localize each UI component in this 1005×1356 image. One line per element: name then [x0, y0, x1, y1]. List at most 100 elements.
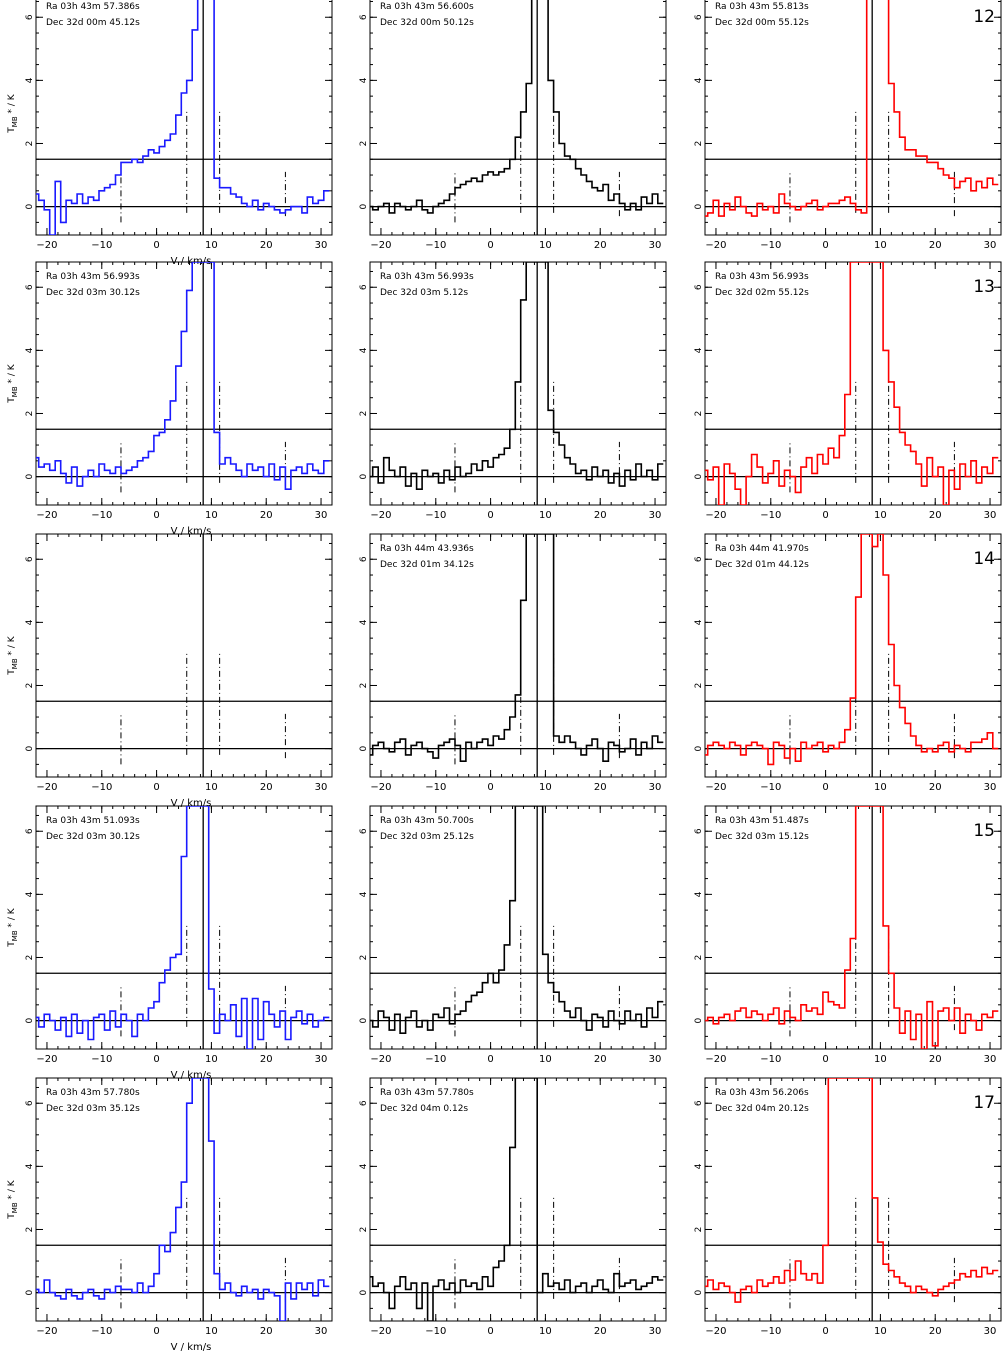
y-tick-label: 2 — [25, 955, 35, 961]
y-tick-label: 4 — [359, 619, 369, 625]
x-tick-label: 0 — [822, 1054, 828, 1065]
y-tick-label: 0 — [694, 745, 704, 751]
y-axis-label: TMB * / K — [7, 363, 19, 403]
x-tick-label: 0 — [487, 1326, 493, 1337]
y-tick-label: 6 — [25, 828, 35, 834]
x-tick-label: 20 — [260, 1054, 273, 1065]
x-tick-label: 10 — [205, 1054, 218, 1065]
dec-label: Dec 32d 00m 55.12s — [715, 18, 809, 28]
y-tick-label: 4 — [359, 347, 369, 353]
y-tick-label: 6 — [359, 14, 369, 20]
spectrum-panel: −20 −10 0 10 20 30 0 2 4 6 TMB * / K V / km/s — [7, 533, 333, 809]
x-tick-label: 20 — [594, 510, 607, 521]
dec-label: Dec 32d 03m 30.12s — [46, 288, 140, 298]
y-tick-label: 0 — [694, 473, 704, 479]
spectrum-histogram — [36, 1078, 330, 1321]
y-tick-label: 4 — [359, 1163, 369, 1169]
x-tick-label: −10 — [425, 1326, 446, 1337]
x-tick-label: 20 — [929, 782, 942, 793]
plot-frame — [369, 805, 667, 1050]
ra-label: Ra 03h 44m 41.970s — [715, 544, 809, 554]
ra-label: Ra 03h 44m 43.936s — [380, 544, 474, 554]
x-tick-label: −20 — [36, 1054, 57, 1065]
y-tick-label: 4 — [694, 77, 704, 83]
dec-label: Dec 32d 02m 55.12s — [715, 288, 809, 298]
x-tick-label: −20 — [36, 240, 57, 251]
y-axis-label: TMB * / K — [7, 93, 19, 133]
plot-frame — [704, 1077, 1002, 1322]
y-tick-label: 2 — [25, 1227, 35, 1233]
x-tick-label: 20 — [594, 1326, 607, 1337]
x-tick-label: 0 — [822, 1326, 828, 1337]
y-tick-label: 2 — [359, 1227, 369, 1233]
x-tick-label: 10 — [539, 510, 552, 521]
x-tick-label: 30 — [315, 510, 328, 521]
spectrum-panel: −20 −10 0 10 20 30 0 2 4 6 Ra 03h 43m 56.993s Dec 3… — [694, 261, 1002, 521]
y-tick-label: 4 — [359, 77, 369, 83]
y-tick-label: 2 — [359, 955, 369, 961]
x-tick-label: 20 — [594, 1054, 607, 1065]
y-tick-label: 2 — [359, 683, 369, 689]
x-tick-label: 30 — [315, 782, 328, 793]
x-tick-label: −20 — [36, 510, 57, 521]
y-tick-label: 0 — [359, 1017, 369, 1023]
y-tick-label: 6 — [359, 284, 369, 290]
spectrum-panel: −20 −10 0 10 20 30 0 2 4 6 Ra 03h 43m 50.700s Dec 3… — [359, 805, 667, 1065]
dec-label: Dec 32d 03m 25.12s — [380, 832, 474, 842]
plot-frame — [369, 533, 667, 778]
x-tick-label: −20 — [705, 240, 726, 251]
spectrum-histogram — [370, 1078, 664, 1321]
x-tick-label: −10 — [91, 1326, 112, 1337]
spectrum-histogram — [370, 262, 664, 490]
spectrum-panel: −20 −10 0 10 20 30 0 2 4 6 Ra 03h 43m 51.093s Dec 3… — [7, 805, 333, 1081]
x-tick-label: −20 — [705, 1054, 726, 1065]
y-tick-label: 6 — [359, 1100, 369, 1106]
dec-label: Dec 32d 04m 0.12s — [380, 1104, 468, 1114]
x-tick-label: −20 — [705, 510, 726, 521]
x-tick-label: −10 — [425, 510, 446, 521]
y-tick-label: 2 — [25, 411, 35, 417]
ra-label: Ra 03h 43m 55.813s — [715, 2, 809, 12]
y-tick-label: 6 — [25, 284, 35, 290]
x-axis-label: V / km/s — [171, 1070, 212, 1081]
ra-label: Ra 03h 43m 51.487s — [715, 816, 809, 826]
x-tick-label: 20 — [260, 240, 273, 251]
ra-label: Ra 03h 43m 56.993s — [715, 272, 809, 282]
x-axis-label: V / km/s — [171, 798, 212, 809]
position-number: 12 — [973, 7, 995, 27]
y-tick-label: 2 — [694, 955, 704, 961]
y-tick-label: 0 — [359, 1289, 369, 1295]
y-tick-label: 0 — [359, 203, 369, 209]
spectrum-panel: −20 −10 0 10 20 30 0 2 4 6 Ra 03h 43m 55.813s Dec 3… — [694, 0, 1002, 251]
x-axis-label: V / km/s — [171, 526, 212, 537]
y-tick-label: 0 — [694, 203, 704, 209]
y-tick-label: 4 — [25, 891, 35, 897]
dec-label: Dec 32d 03m 15.12s — [715, 832, 809, 842]
x-tick-label: −20 — [370, 510, 391, 521]
x-tick-label: 30 — [984, 510, 997, 521]
position-number: 17 — [973, 1093, 995, 1113]
y-tick-label: 2 — [359, 141, 369, 147]
spectrum-panel: −20 −10 0 10 20 30 0 2 4 6 Ra 03h 43m 57.780s Dec 3… — [359, 1077, 667, 1337]
spectrum-histogram — [36, 806, 330, 1049]
x-tick-label: −10 — [425, 782, 446, 793]
y-tick-label: 0 — [359, 473, 369, 479]
x-tick-label: 0 — [487, 240, 493, 251]
x-tick-label: 20 — [260, 1326, 273, 1337]
x-tick-label: 10 — [205, 1326, 218, 1337]
x-tick-label: 10 — [205, 240, 218, 251]
spectrum-panel: −20 −10 0 10 20 30 0 2 4 6 Ra 03h 44m 43.936s Dec 3… — [359, 533, 667, 793]
y-tick-label: 0 — [25, 1289, 35, 1295]
y-tick-label: 6 — [359, 828, 369, 834]
x-tick-label: −20 — [705, 1326, 726, 1337]
position-number: 15 — [973, 821, 995, 841]
x-tick-label: 0 — [487, 782, 493, 793]
x-tick-label: 20 — [260, 510, 273, 521]
x-tick-label: −20 — [370, 1326, 391, 1337]
y-tick-label: 6 — [694, 1100, 704, 1106]
position-number: 14 — [973, 549, 995, 569]
x-tick-label: 30 — [649, 240, 662, 251]
x-tick-label: 30 — [984, 1326, 997, 1337]
spectrum-histogram — [36, 262, 330, 490]
